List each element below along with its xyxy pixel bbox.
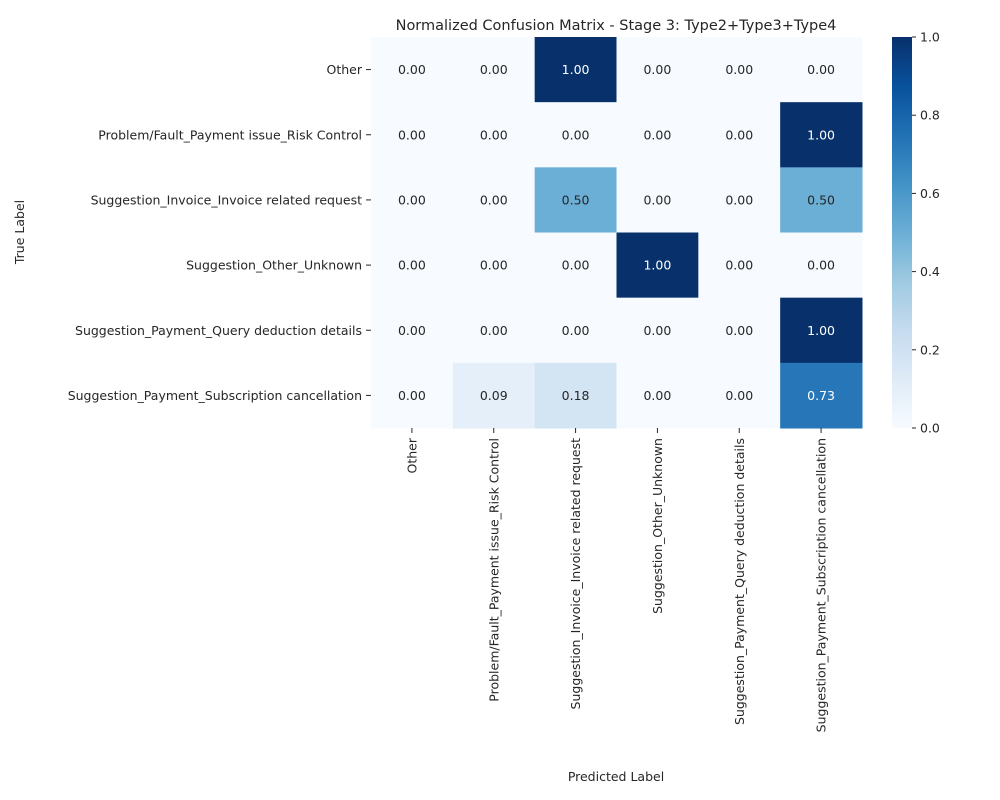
x-tick-label: Suggestion_Payment_Query deduction detai… [732, 438, 747, 725]
heatmap-cell [780, 232, 863, 299]
cell-value-label: 0.00 [398, 62, 426, 77]
heatmap-cell [452, 297, 536, 364]
x-axis-label: Predicted Label [568, 769, 664, 784]
heatmap-cell [698, 232, 781, 299]
y-tick-labels: Other Problem/Fault_Payment issue_Risk Co… [68, 62, 371, 403]
heatmap-cell [452, 167, 536, 233]
cell-value-label: 0.00 [807, 62, 835, 77]
x-tick-label: Other [404, 437, 419, 473]
colorbar-tick-label: 0.0 [920, 421, 940, 436]
heatmap-cell [616, 102, 699, 168]
heatmap-cell [780, 297, 863, 364]
y-tick-label: Other [327, 62, 363, 77]
y-tick-label: Problem/Fault_Payment issue_Risk Control [98, 127, 362, 142]
heatmap-cell [371, 167, 454, 233]
colorbar-gradient [892, 37, 912, 428]
heatmap-cell [452, 37, 536, 103]
cell-value-label: 0.00 [725, 127, 753, 142]
heatmap-cell [371, 232, 454, 299]
heatmap-cell [534, 167, 617, 233]
cell-value-label: 0.00 [807, 258, 835, 273]
heatmap-cell [780, 362, 863, 429]
cell-value-label: 0.00 [643, 192, 671, 207]
cell-value-label: 0.00 [480, 192, 508, 207]
heatmap-cell [534, 362, 617, 429]
heatmap-cell [698, 167, 781, 233]
heatmap-cell [534, 232, 617, 299]
heatmap-cell [371, 102, 454, 168]
cell-value-label: 0.00 [480, 127, 508, 142]
y-tick-label: Suggestion_Other_Unknown [186, 258, 362, 273]
x-tick-label: Suggestion_Invoice_Invoice related reque… [568, 438, 583, 710]
cell-value-label: 0.00 [725, 62, 753, 77]
cell-value-label: 1.00 [643, 258, 671, 273]
cell-value-label: 0.00 [643, 62, 671, 77]
y-tick-label: Suggestion_Payment_Subscription cancella… [68, 388, 362, 403]
heatmap-cell [452, 102, 536, 168]
heatmap-cell [371, 37, 454, 103]
cell-value-label: 0.00 [562, 127, 590, 142]
heatmap-cell [698, 362, 781, 429]
cell-value-label: 0.00 [725, 258, 753, 273]
heatmap-cell [616, 297, 699, 364]
heatmap-cell [534, 297, 617, 364]
heatmap-cell [534, 37, 617, 103]
cell-value-label: 0.00 [725, 323, 753, 338]
cell-value-label: 0.73 [807, 388, 835, 403]
cell-value-label: 0.00 [398, 127, 426, 142]
cell-value-label: 0.00 [398, 388, 426, 403]
cell-value-label: 0.00 [480, 62, 508, 77]
cell-value-label: 0.00 [643, 388, 671, 403]
cell-value-label: 0.00 [480, 323, 508, 338]
chart-title: Normalized Confusion Matrix - Stage 3: T… [396, 18, 837, 34]
heatmap-cell [452, 232, 536, 299]
heatmap-cell [698, 297, 781, 364]
cell-value-label: 1.00 [807, 127, 835, 142]
heatmap-cells: 0.00 0.00 1.00 0.00 0.00 0.00 0.00 0.00 0.00 0.00… [371, 37, 863, 429]
heatmap-cell [452, 362, 536, 429]
y-tick-label: Suggestion_Invoice_Invoice related reque… [91, 192, 363, 207]
heatmap-cell [616, 232, 699, 299]
cell-value-label: 0.50 [562, 192, 590, 207]
cell-value-label: 0.00 [725, 192, 753, 207]
heatmap-cell [616, 37, 699, 103]
heatmap-cell [780, 37, 863, 103]
heatmap-cell [698, 102, 781, 168]
colorbar-tick-label: 0.6 [920, 186, 940, 201]
heatmap-cell [698, 37, 781, 103]
heatmap-cell [780, 167, 863, 233]
colorbar-tick-label: 1.0 [920, 30, 940, 45]
cell-value-label: 0.00 [562, 258, 590, 273]
heatmap-cell [534, 102, 617, 168]
y-tick-label: Suggestion_Payment_Query deduction detai… [75, 323, 362, 338]
x-tick-label: Suggestion_Payment_Subscription cancella… [814, 438, 829, 732]
heatmap-cell [371, 297, 454, 364]
cell-value-label: 0.50 [807, 192, 835, 207]
cell-value-label: 0.00 [643, 127, 671, 142]
cell-value-label: 0.00 [562, 323, 590, 338]
cell-value-label: 0.18 [562, 388, 590, 403]
cell-value-label: 0.00 [398, 258, 426, 273]
colorbar-tick-label: 0.4 [920, 264, 940, 279]
cell-value-label: 1.00 [562, 62, 590, 77]
heatmap-cell [780, 102, 863, 168]
heatmap-cell [616, 167, 699, 233]
heatmap-cell [616, 362, 699, 429]
cell-value-label: 1.00 [807, 323, 835, 338]
colorbar-tick-label: 0.2 [920, 342, 940, 357]
x-tick-labels: Other Problem/Fault_Payment issue_Risk Co… [404, 428, 829, 732]
cell-value-label: 0.00 [398, 323, 426, 338]
heatmap-cell [371, 362, 454, 429]
colorbar-tick-label: 0.8 [920, 108, 940, 123]
colorbar: 0.0 0.2 0.4 0.6 0.8 1.0 [892, 30, 940, 436]
cell-value-label: 0.09 [480, 388, 508, 403]
x-tick-label: Problem/Fault_Payment issue_Risk Control [486, 438, 501, 702]
cell-value-label: 0.00 [643, 323, 671, 338]
cell-value-label: 0.00 [725, 388, 753, 403]
cell-value-label: 0.00 [480, 258, 508, 273]
y-axis-label: True Label [12, 200, 27, 265]
cell-value-label: 0.00 [398, 192, 426, 207]
x-tick-label: Suggestion_Other_Unknown [650, 438, 665, 614]
